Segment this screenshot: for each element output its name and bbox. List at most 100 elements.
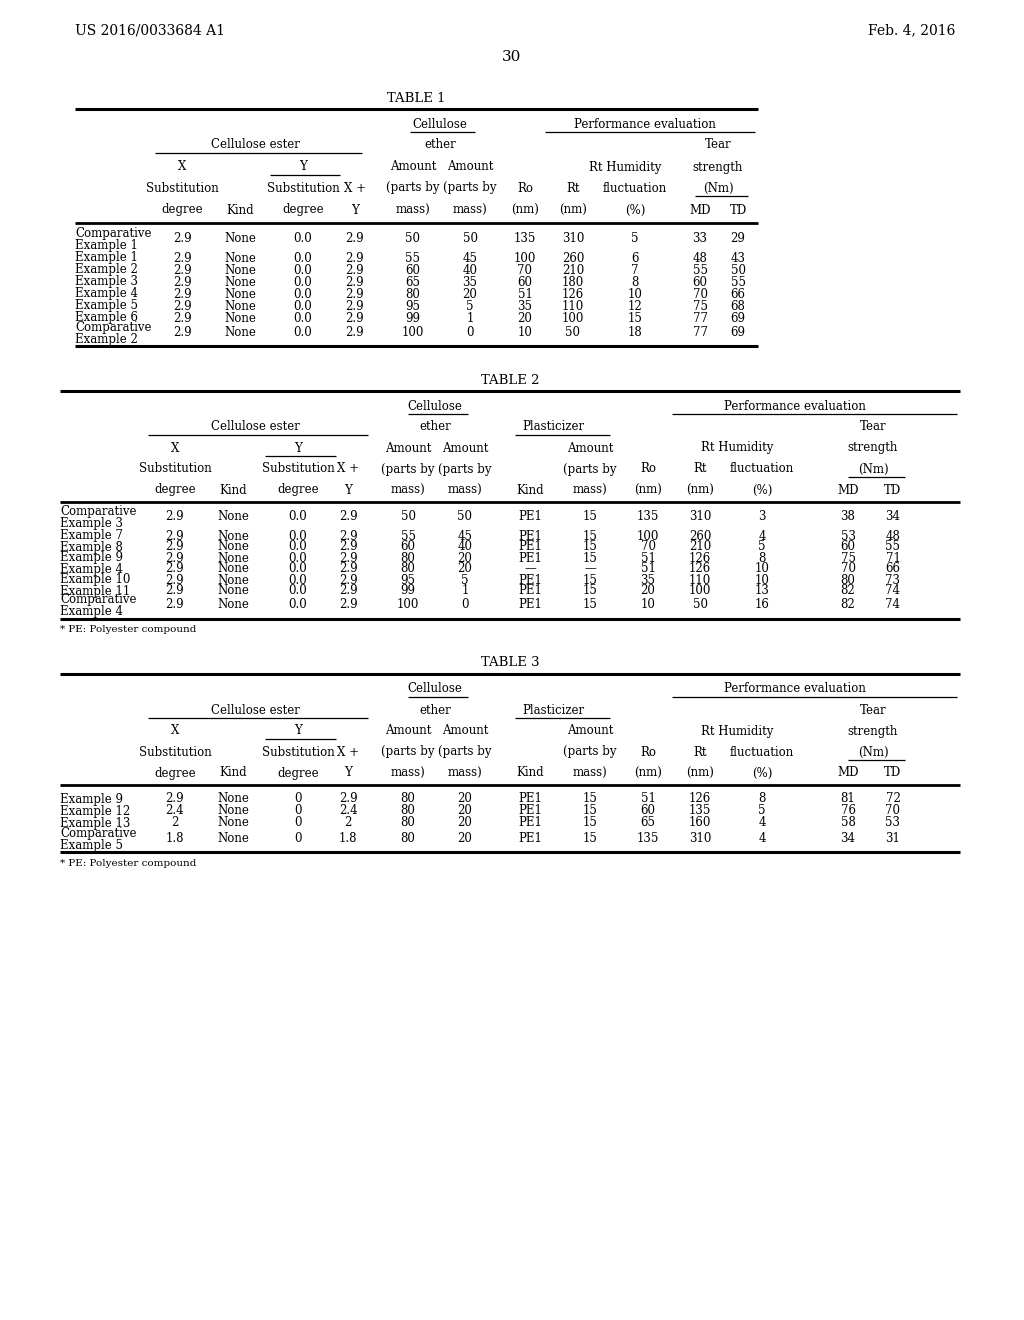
Text: (nm): (nm) (686, 483, 714, 496)
Text: 10: 10 (755, 573, 769, 586)
Text: Y: Y (344, 767, 352, 780)
Text: 15: 15 (583, 585, 597, 598)
Text: 135: 135 (637, 832, 659, 845)
Text: 2.9: 2.9 (346, 231, 365, 244)
Text: fluctuation: fluctuation (603, 181, 667, 194)
Text: 2.9: 2.9 (166, 792, 184, 805)
Text: 0.0: 0.0 (289, 552, 307, 565)
Text: (parts by: (parts by (563, 746, 616, 759)
Text: None: None (217, 540, 249, 553)
Text: Substitution: Substitution (261, 462, 335, 475)
Text: mass): mass) (572, 483, 607, 496)
Text: strength: strength (693, 161, 743, 173)
Text: X: X (171, 725, 179, 738)
Text: Kind: Kind (219, 767, 247, 780)
Text: 81: 81 (841, 792, 855, 805)
Text: 0: 0 (466, 326, 474, 338)
Text: None: None (224, 264, 256, 276)
Text: 99: 99 (400, 585, 416, 598)
Text: 2.9: 2.9 (173, 276, 191, 289)
Text: 100: 100 (401, 326, 424, 338)
Text: 0.0: 0.0 (289, 585, 307, 598)
Text: Cellulose ester: Cellulose ester (211, 704, 299, 717)
Text: 58: 58 (841, 817, 855, 829)
Text: 0.0: 0.0 (289, 598, 307, 611)
Text: PE1: PE1 (518, 510, 542, 523)
Text: Y: Y (344, 483, 352, 496)
Text: Example 11: Example 11 (60, 585, 130, 598)
Text: Cellulose ester: Cellulose ester (211, 139, 299, 152)
Text: Substitution: Substitution (261, 746, 335, 759)
Text: 53: 53 (886, 817, 900, 829)
Text: 51: 51 (641, 792, 655, 805)
Text: 0.0: 0.0 (289, 510, 307, 523)
Text: Amount: Amount (567, 441, 613, 454)
Text: 260: 260 (689, 529, 712, 543)
Text: Amount: Amount (446, 161, 494, 173)
Text: 70: 70 (517, 264, 532, 276)
Text: 126: 126 (562, 288, 584, 301)
Text: 16: 16 (755, 598, 769, 611)
Text: 50: 50 (458, 510, 472, 523)
Text: mass): mass) (395, 203, 430, 216)
Text: ether: ether (424, 139, 456, 152)
Text: Comparative: Comparative (60, 594, 136, 606)
Text: Y: Y (294, 441, 302, 454)
Text: 30: 30 (503, 50, 521, 63)
Text: 73: 73 (886, 573, 900, 586)
Text: X +: X + (337, 746, 359, 759)
Text: Comparative: Comparative (60, 504, 136, 517)
Text: 2.9: 2.9 (166, 529, 184, 543)
Text: PE1: PE1 (518, 817, 542, 829)
Text: (nm): (nm) (686, 767, 714, 780)
Text: 135: 135 (637, 510, 659, 523)
Text: 2.9: 2.9 (339, 573, 357, 586)
Text: Example 1: Example 1 (75, 252, 138, 264)
Text: 55: 55 (400, 529, 416, 543)
Text: 29: 29 (730, 231, 745, 244)
Text: 75: 75 (841, 552, 855, 565)
Text: 5: 5 (461, 573, 469, 586)
Text: 65: 65 (406, 276, 421, 289)
Text: Example 9: Example 9 (60, 552, 123, 565)
Text: 80: 80 (841, 573, 855, 586)
Text: 35: 35 (463, 276, 477, 289)
Text: 2.9: 2.9 (346, 300, 365, 313)
Text: Comparative: Comparative (60, 826, 136, 840)
Text: 2: 2 (344, 817, 351, 829)
Text: None: None (217, 585, 249, 598)
Text: 100: 100 (637, 529, 659, 543)
Text: 4: 4 (758, 817, 766, 829)
Text: None: None (217, 804, 249, 817)
Text: 260: 260 (562, 252, 584, 264)
Text: 15: 15 (628, 312, 642, 325)
Text: 2.9: 2.9 (339, 598, 357, 611)
Text: 43: 43 (730, 252, 745, 264)
Text: 15: 15 (583, 529, 597, 543)
Text: 10: 10 (628, 288, 642, 301)
Text: Example 5: Example 5 (75, 300, 138, 313)
Text: 0.0: 0.0 (289, 562, 307, 576)
Text: Kind: Kind (219, 483, 247, 496)
Text: 0: 0 (294, 832, 302, 845)
Text: 5: 5 (758, 804, 766, 817)
Text: 80: 80 (400, 832, 416, 845)
Text: 55: 55 (886, 540, 900, 553)
Text: —: — (584, 562, 596, 576)
Text: PE1: PE1 (518, 832, 542, 845)
Text: 20: 20 (458, 792, 472, 805)
Text: None: None (217, 562, 249, 576)
Text: Amount: Amount (567, 725, 613, 738)
Text: None: None (217, 552, 249, 565)
Text: 50: 50 (730, 264, 745, 276)
Text: X +: X + (344, 181, 366, 194)
Text: 69: 69 (730, 326, 745, 338)
Text: PE1: PE1 (518, 598, 542, 611)
Text: * PE: Polyester compound: * PE: Polyester compound (60, 626, 197, 635)
Text: 60: 60 (406, 264, 421, 276)
Text: X: X (171, 441, 179, 454)
Text: 15: 15 (583, 817, 597, 829)
Text: 0.0: 0.0 (289, 529, 307, 543)
Text: Example 4: Example 4 (60, 562, 123, 576)
Text: 51: 51 (641, 552, 655, 565)
